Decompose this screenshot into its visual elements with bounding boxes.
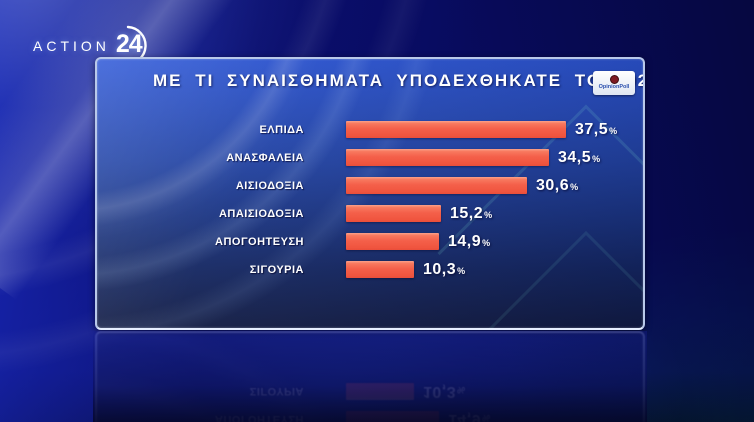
percent-sign: % <box>609 125 618 136</box>
category-label: ΕΛΠΙΔΑ <box>259 123 304 136</box>
floor-reflection: ΜΕ ΤΙ ΣΥΝΑΙΣΘΗΜΑΤΑ ΥΠΟΔΕΧΘΗΚΑΤΕ ΤΟ 2025;… <box>93 331 647 422</box>
category-label: ΣΙΓΟΥΡΙΑ <box>249 263 304 276</box>
bar <box>346 149 549 166</box>
poll-panel-surface: ΜΕ ΤΙ ΣΥΝΑΙΣΘΗΜΑΤΑ ΥΠΟΔΕΧΘΗΚΑΤΕ ΤΟ 2025;… <box>97 59 643 328</box>
value-label: 10,3% <box>423 383 465 401</box>
bar <box>346 121 566 138</box>
bar-track <box>346 205 441 222</box>
bar-chart-reflection: ΕΛΠΙΔΑ37,5%ΑΝΑΣΦΑΛΕΙΑ34,5%ΑΙΣΙΟΔΟΞΙΑ30,6… <box>97 372 643 422</box>
bar-track <box>346 261 414 278</box>
opinionpoll-logo: OpinionPoll <box>593 71 635 95</box>
bar <box>346 233 439 250</box>
value-number: 15,2 <box>450 204 484 222</box>
value-number: 37,5 <box>575 120 609 138</box>
value-label: 30,6% <box>536 177 578 195</box>
bar-track <box>346 233 439 250</box>
category-label: ΑΝΑΣΦΑΛΕΙΑ <box>226 151 304 164</box>
percent-sign: % <box>570 181 579 192</box>
value-label: 10,3% <box>423 261 465 279</box>
bar-track <box>346 383 414 400</box>
opinionpoll-dot-icon <box>609 75 619 85</box>
poll-panel: ΜΕ ΤΙ ΣΥΝΑΙΣΘΗΜΑΤΑ ΥΠΟΔΕΧΘΗΚΑΤΕ ΤΟ 2025;… <box>95 57 645 330</box>
action24-logo-text: ACTION <box>33 38 110 54</box>
percent-sign: % <box>457 385 466 396</box>
chart-row: ΣΙΓΟΥΡΙΑ 10,3% <box>97 261 643 278</box>
percent-sign: % <box>482 413 491 422</box>
category-label: ΑΠΟΓΟΗΤΕΥΣΗ <box>215 413 304 422</box>
value-label: 14,9% <box>448 233 490 251</box>
value-label: 15,2% <box>450 205 492 223</box>
chart-row: ΕΛΠΙΔΑ 37,5% <box>97 121 643 138</box>
percent-sign: % <box>457 265 466 276</box>
percent-sign: % <box>484 209 493 220</box>
category-label: ΑΠΑΙΣΙΟΔΟΞΙΑ <box>218 207 304 220</box>
value-number: 14,9 <box>448 411 482 422</box>
category-label: ΑΠΟΓΟΗΤΕΥΣΗ <box>215 235 304 248</box>
percent-sign: % <box>482 237 491 248</box>
poll-question-title: ΜΕ ΤΙ ΣΥΝΑΙΣΘΗΜΑΤΑ ΥΠΟΔΕΧΘΗΚΑΤΕ ΤΟ 2025; <box>153 71 643 90</box>
poll-panel-header: ΜΕ ΤΙ ΣΥΝΑΙΣΘΗΜΑΤΑ ΥΠΟΔΕΧΘΗΚΑΤΕ ΤΟ 2025;… <box>97 59 643 95</box>
bar-chart: ΕΛΠΙΔΑ 37,5% ΑΝΑΣΦΑΛΕΙΑ 34,5% ΑΙΣΙΟΔΟΞΙΑ 30,6… <box>97 121 643 289</box>
poll-panel-reflection-surface: ΜΕ ΤΙ ΣΥΝΑΙΣΘΗΜΑΤΑ ΥΠΟΔΕΧΘΗΚΑΤΕ ΤΟ 2025;… <box>97 333 643 422</box>
action24-channel-logo: ACTION 24 <box>33 24 160 68</box>
chart-row: ΑΙΣΙΟΔΟΞΙΑ 30,6% <box>97 177 643 194</box>
bar <box>346 261 414 278</box>
value-label: 14,9% <box>448 411 490 422</box>
reflection-tint-overlay <box>93 331 647 422</box>
bar-track <box>346 411 439 422</box>
category-label: ΑΙΣΙΟΔΟΞΙΑ <box>235 179 304 192</box>
value-number: 14,9 <box>448 232 482 250</box>
value-number: 10,3 <box>423 260 457 278</box>
value-number: 30,6 <box>536 176 570 194</box>
action24-logo-number: 24 <box>115 30 143 58</box>
chart-row: ΣΙΓΟΥΡΙΑ 10,3% <box>97 383 643 401</box>
value-number: 10,3 <box>423 383 457 401</box>
value-number: 34,5 <box>558 148 592 166</box>
bar-track <box>346 121 566 138</box>
bar-track <box>346 177 527 194</box>
chart-row: ΑΠΟΓΟΗΤΕΥΣΗ 14,9% <box>97 411 643 422</box>
percent-sign: % <box>592 153 601 164</box>
bar <box>346 205 441 222</box>
poll-panel-reflection: ΜΕ ΤΙ ΣΥΝΑΙΣΘΗΜΑΤΑ ΥΠΟΔΕΧΘΗΚΑΤΕ ΤΟ 2025;… <box>95 331 645 422</box>
value-label: 37,5% <box>575 121 617 139</box>
chart-row: ΑΝΑΣΦΑΛΕΙΑ 34,5% <box>97 149 643 166</box>
category-label: ΣΙΓΟΥΡΙΑ <box>249 385 304 398</box>
bar <box>346 383 414 400</box>
bar <box>346 177 527 194</box>
chart-row: ΑΠΟΓΟΗΤΕΥΣΗ 14,9% <box>97 233 643 250</box>
bar-track <box>346 149 549 166</box>
value-label: 34,5% <box>558 149 600 167</box>
bar <box>346 411 439 422</box>
chart-row: ΑΠΑΙΣΙΟΔΟΞΙΑ 15,2% <box>97 205 643 222</box>
opinionpoll-logo-text: OpinionPoll <box>598 84 630 91</box>
